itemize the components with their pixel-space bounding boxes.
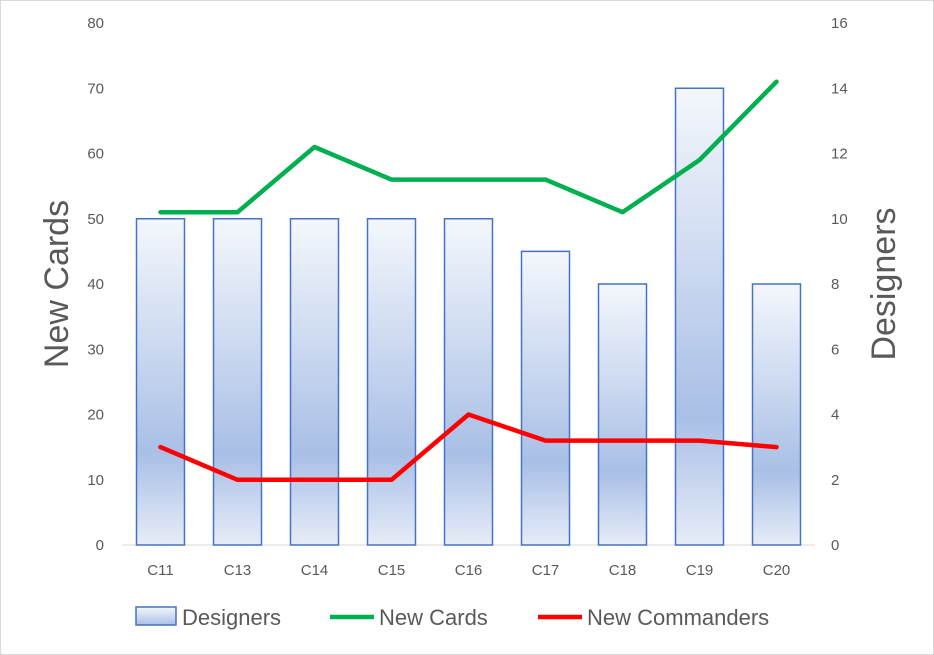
x-tick-label: C15 bbox=[378, 562, 406, 579]
x-tick-label: C14 bbox=[301, 562, 329, 579]
legend-label-new-cards: New Cards bbox=[379, 605, 488, 630]
bar-c20 bbox=[751, 283, 802, 546]
legend-label-designers: Designers bbox=[182, 605, 281, 630]
y-tick-label: 40 bbox=[87, 276, 104, 293]
y2-tick-label: 6 bbox=[831, 341, 839, 358]
line-new-commanders bbox=[158, 412, 779, 483]
bar-c16 bbox=[443, 218, 494, 546]
bar-c13 bbox=[212, 218, 263, 546]
y-tick-label: 80 bbox=[87, 15, 104, 32]
y-tick-label: 10 bbox=[87, 472, 104, 489]
x-tick-label: C11 bbox=[147, 562, 173, 579]
y2-tick-label: 8 bbox=[831, 276, 839, 293]
y2-tick-label: 16 bbox=[831, 15, 848, 32]
axis-ticks: 0 10 20 30 40 50 60 70 80 0 2 4 6 8 10 12 14 16 C11 C13 C14 C… bbox=[87, 15, 847, 579]
bar-c17 bbox=[520, 250, 571, 546]
y2-tick-label: 4 bbox=[831, 407, 839, 424]
y-tick-label: 0 bbox=[96, 537, 104, 554]
legend-label-new-commanders: New Commanders bbox=[587, 605, 769, 630]
y-tick-label: 50 bbox=[87, 211, 104, 228]
x-tick-label: C13 bbox=[224, 562, 252, 579]
bar-c14 bbox=[289, 218, 340, 546]
y2-tick-label: 12 bbox=[831, 146, 848, 163]
x-tick-label: C20 bbox=[763, 562, 791, 579]
line-new-cards bbox=[158, 79, 779, 215]
designers-bars bbox=[135, 87, 802, 546]
y-tick-label: 70 bbox=[87, 80, 104, 97]
y-tick-label: 30 bbox=[87, 341, 104, 358]
bar-c11 bbox=[135, 218, 186, 546]
bar-c15 bbox=[366, 218, 417, 546]
y-tick-label: 20 bbox=[87, 407, 104, 424]
line-series bbox=[158, 79, 779, 483]
x-tick-label: C19 bbox=[686, 562, 714, 579]
y-tick-label: 60 bbox=[87, 146, 104, 163]
legend-swatch-designers bbox=[135, 606, 177, 626]
y2-axis-title: Designers bbox=[865, 207, 903, 360]
y-axis-title: New Cards bbox=[38, 200, 76, 368]
x-tick-label: C17 bbox=[532, 562, 560, 579]
y2-tick-label: 10 bbox=[831, 211, 848, 228]
y2-tick-label: 2 bbox=[831, 472, 839, 489]
bar-c19 bbox=[674, 87, 725, 546]
y2-tick-label: 0 bbox=[831, 537, 839, 554]
bar-c18 bbox=[597, 283, 648, 546]
legend: Designers New Cards New Commanders bbox=[135, 605, 769, 630]
x-tick-label: C16 bbox=[455, 562, 483, 579]
x-tick-label: C18 bbox=[609, 562, 637, 579]
y2-tick-label: 14 bbox=[831, 80, 848, 97]
